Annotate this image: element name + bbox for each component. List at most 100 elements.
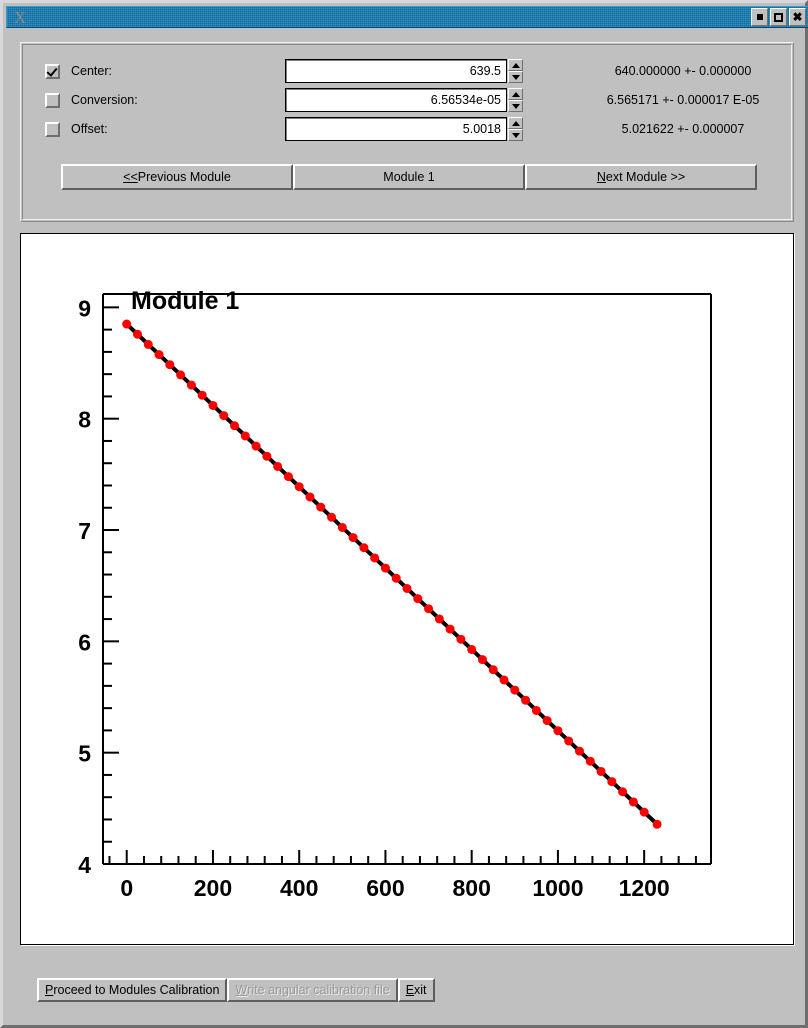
data-point xyxy=(467,644,477,654)
data-point xyxy=(542,716,552,726)
data-point xyxy=(122,319,132,329)
triangle-down-icon xyxy=(511,103,520,109)
label-conversion: Conversion: xyxy=(71,93,138,107)
data-point xyxy=(337,522,347,532)
previous-module-mnemonic: << xyxy=(123,170,138,184)
param-row-center: Center: xyxy=(45,58,112,84)
data-point xyxy=(294,482,304,492)
svg-text:1200: 1200 xyxy=(619,875,670,901)
triangle-up-icon xyxy=(511,62,520,68)
close-button[interactable]: ✖ xyxy=(789,8,806,26)
data-point xyxy=(327,512,337,522)
svg-text:7: 7 xyxy=(78,518,91,544)
data-point xyxy=(553,726,563,736)
data-point xyxy=(488,665,498,675)
parameters-group: Center: 639.5 640.000000 +- 0.000000 Con… xyxy=(20,42,794,222)
data-point xyxy=(413,594,423,604)
data-point xyxy=(305,492,315,502)
checkbox-conversion[interactable] xyxy=(45,92,60,108)
data-point xyxy=(208,400,218,410)
calibration-plot: 0 200 400 600 800 1000 1200 4 5 6 7 8 9 Module 1 xyxy=(21,234,793,944)
result-center: 640.000000 +- 0.000000 xyxy=(614,64,752,78)
axis-tick-labels: 0 200 400 600 800 1000 1200 4 5 6 7 8 9 xyxy=(78,295,670,901)
triangle-up-icon xyxy=(511,120,520,126)
data-point xyxy=(359,543,369,553)
param-row-conversion: Conversion: xyxy=(45,87,138,113)
spin-down-center[interactable] xyxy=(508,71,523,83)
spinner-offset xyxy=(508,117,523,141)
write-mnemonic: W xyxy=(235,983,248,997)
data-point xyxy=(219,411,229,421)
data-point xyxy=(176,370,186,380)
data-point xyxy=(499,675,509,685)
data-point xyxy=(477,655,487,665)
axis-ticks xyxy=(103,306,697,865)
current-module-button[interactable]: Module 1 xyxy=(293,164,525,190)
svg-text:8: 8 xyxy=(78,407,91,433)
checkbox-center[interactable] xyxy=(45,63,60,79)
data-point xyxy=(370,553,380,563)
minimize-button[interactable] xyxy=(751,8,768,26)
data-point xyxy=(574,746,584,756)
next-module-mnemonic: N xyxy=(596,170,606,184)
proceed-label: roceed to Modules Calibration xyxy=(53,983,220,997)
spin-down-offset[interactable] xyxy=(508,129,523,141)
plot-title: Module 1 xyxy=(131,287,239,315)
input-conversion[interactable]: 6.56534e-05 xyxy=(285,88,507,112)
svg-text:4: 4 xyxy=(78,852,91,878)
field-wrap-conversion: 6.56534e-05 xyxy=(285,88,523,112)
data-point xyxy=(240,431,250,441)
data-point xyxy=(143,339,153,349)
label-center: Center: xyxy=(71,64,112,78)
result-offset: 5.021622 +- 0.000007 xyxy=(621,122,745,136)
field-wrap-offset: 5.0018 xyxy=(285,117,523,141)
data-point xyxy=(628,797,638,807)
maximize-button[interactable] xyxy=(770,8,787,26)
data-point xyxy=(652,819,662,829)
triangle-up-icon xyxy=(511,91,520,97)
input-center[interactable]: 639.5 xyxy=(285,59,507,83)
exit-mnemonic: E xyxy=(405,983,415,997)
input-offset[interactable]: 5.0018 xyxy=(285,117,507,141)
spin-up-center[interactable] xyxy=(508,59,523,71)
spin-down-conversion[interactable] xyxy=(508,100,523,112)
checkbox-offset[interactable] xyxy=(45,121,60,137)
data-point xyxy=(585,756,595,766)
data-markers xyxy=(122,319,662,829)
field-wrap-center: 639.5 xyxy=(285,59,523,83)
window-controls: ✖ xyxy=(751,8,806,26)
data-point xyxy=(316,502,326,512)
spin-up-conversion[interactable] xyxy=(508,88,523,100)
data-point xyxy=(165,360,175,370)
data-point xyxy=(521,695,531,705)
data-point xyxy=(402,583,412,593)
plot-frame xyxy=(102,293,712,865)
minimize-icon xyxy=(756,14,763,20)
previous-module-button[interactable]: << Previous Module xyxy=(61,164,293,190)
svg-text:6: 6 xyxy=(78,629,91,655)
triangle-down-icon xyxy=(511,74,520,80)
data-point xyxy=(445,624,455,634)
data-point xyxy=(531,705,541,715)
write-label: rite angular calibration file xyxy=(247,983,390,997)
data-point xyxy=(186,380,196,390)
spinner-center xyxy=(508,59,523,83)
data-point xyxy=(434,614,444,624)
spin-up-offset[interactable] xyxy=(508,117,523,129)
title-bar[interactable]: X ✖ xyxy=(6,6,808,28)
exit-label: xit xyxy=(414,983,427,997)
param-row-offset: Offset: xyxy=(45,116,108,142)
svg-text:200: 200 xyxy=(194,875,232,901)
plot-canvas[interactable]: 0 200 400 600 800 1000 1200 4 5 6 7 8 9 Module 1 xyxy=(20,233,794,945)
data-point xyxy=(262,451,272,461)
svg-text:1000: 1000 xyxy=(532,875,583,901)
next-module-label: ext Module >> xyxy=(605,170,686,184)
x-logo-icon: X xyxy=(13,8,27,27)
